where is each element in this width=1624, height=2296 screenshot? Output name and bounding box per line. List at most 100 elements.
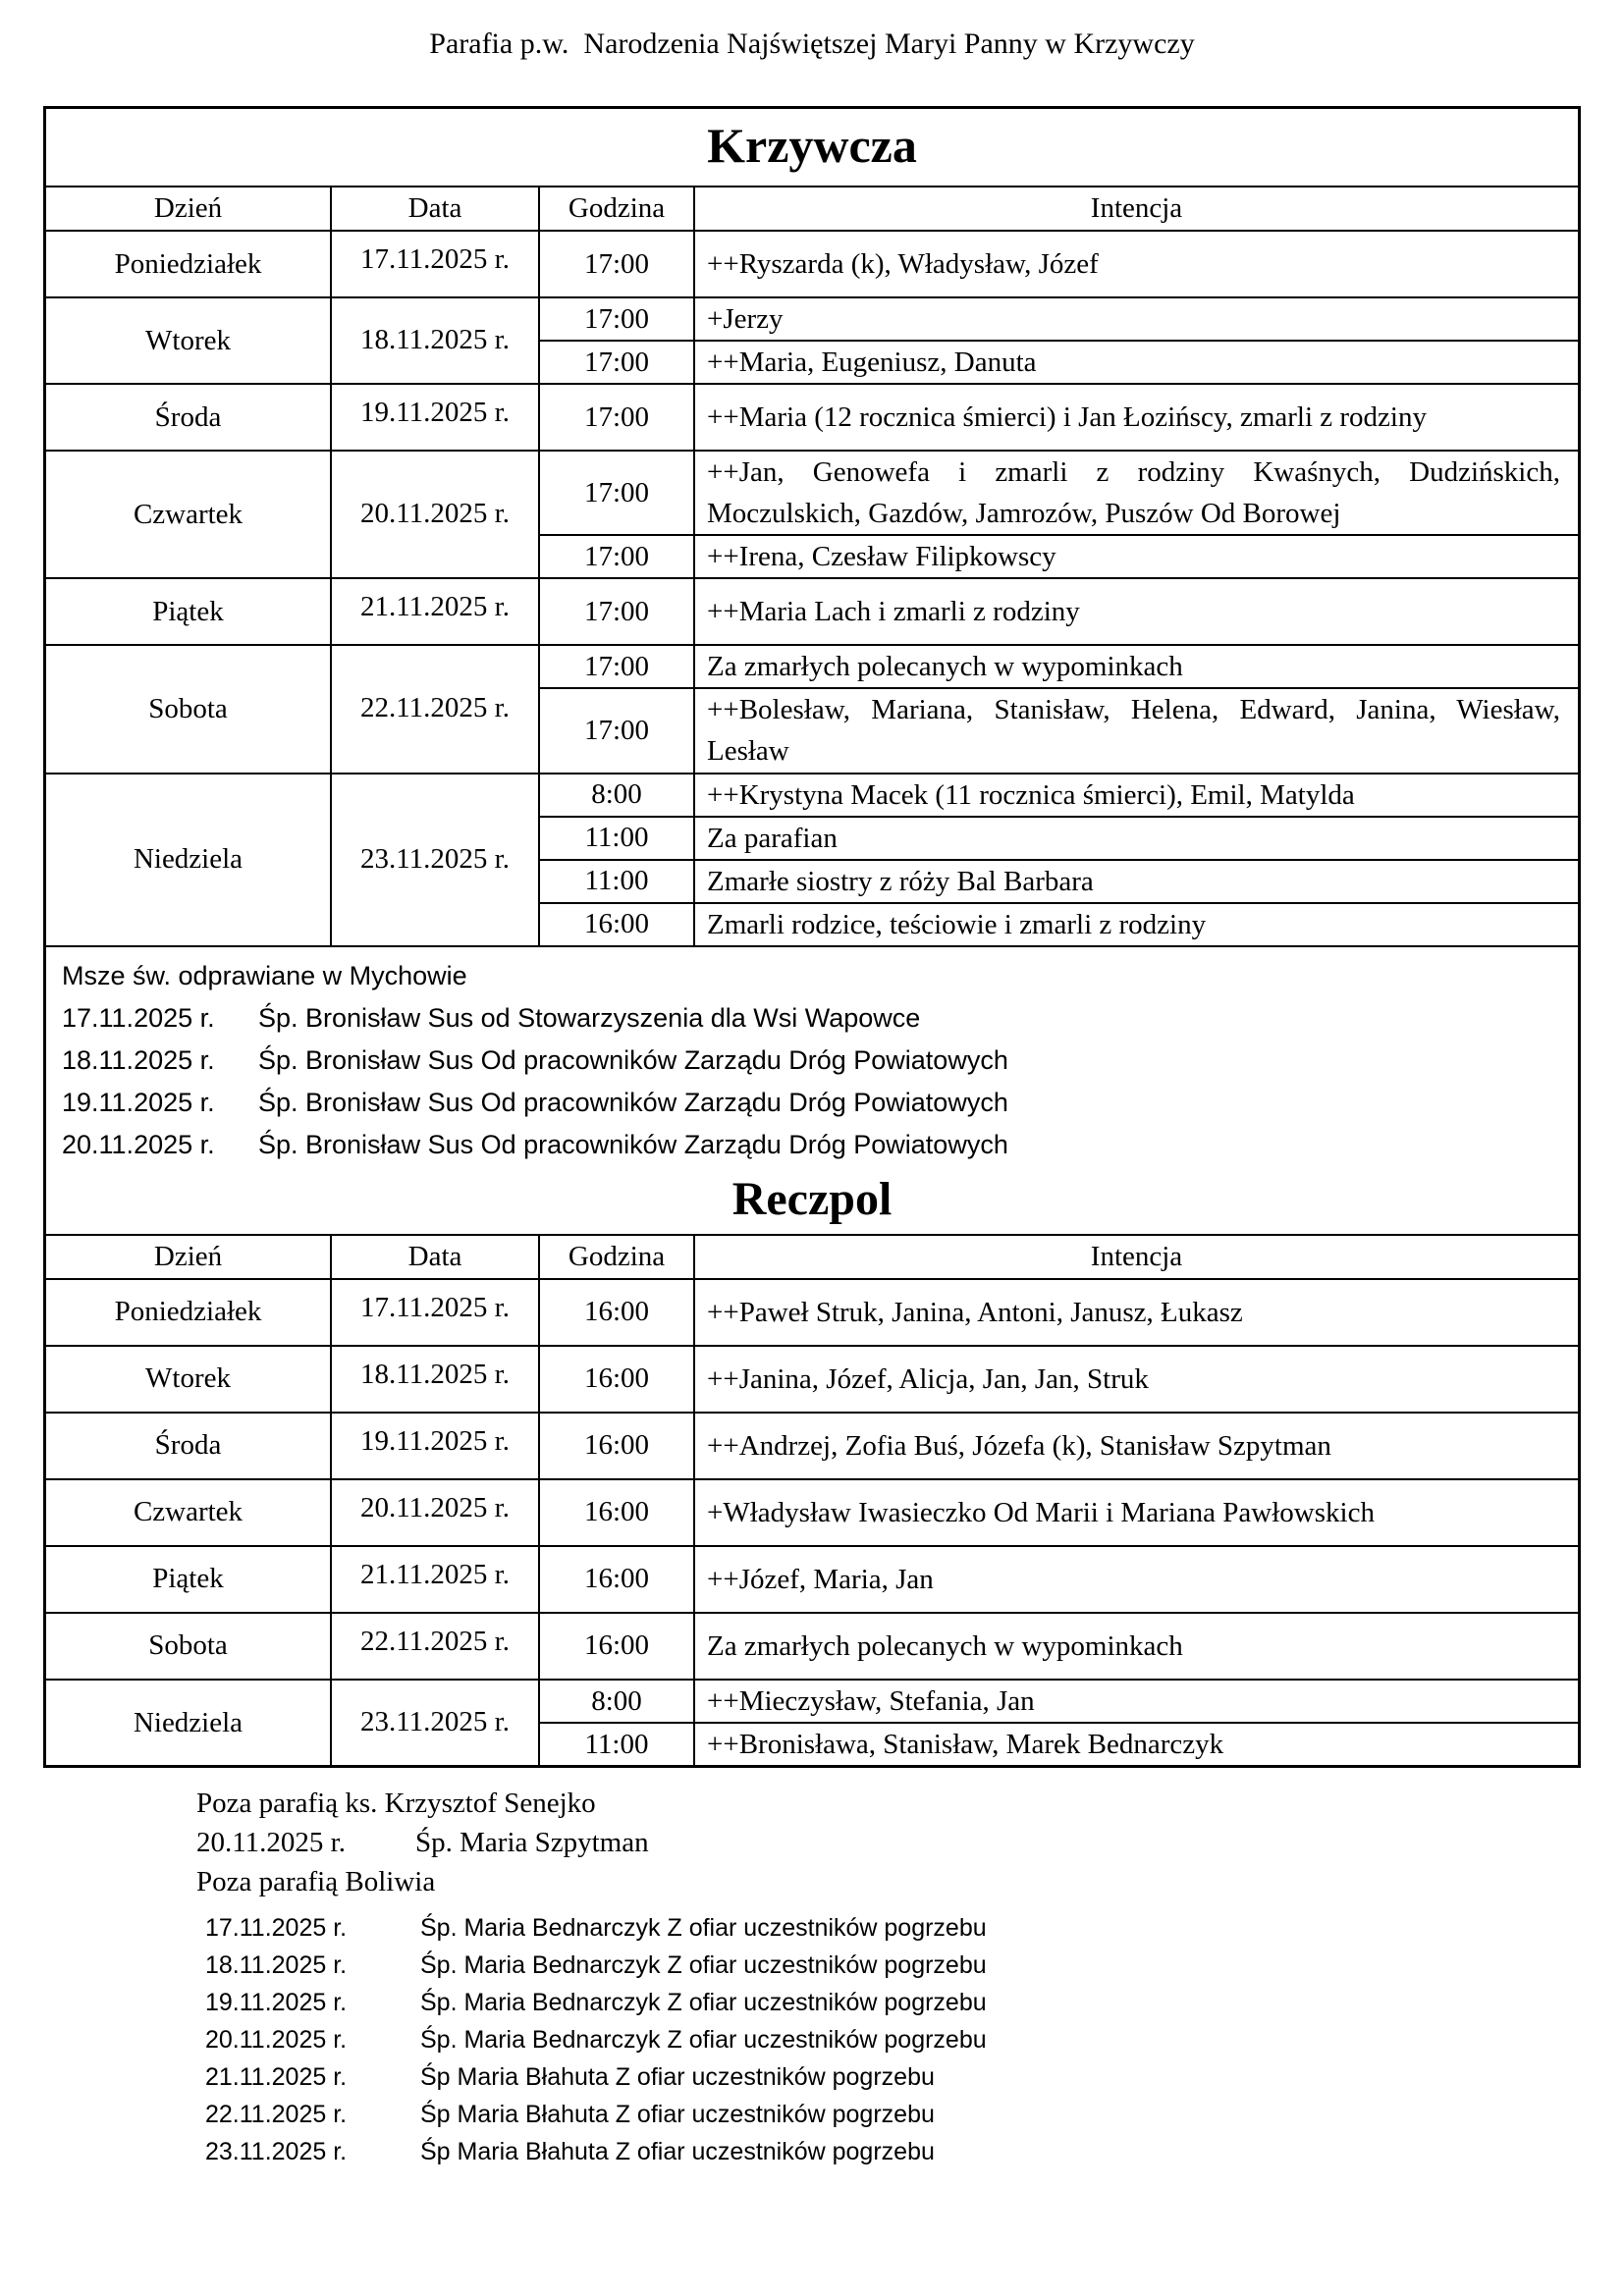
note-date: 20.11.2025 r. — [62, 1129, 215, 1159]
mass-row: 16:00 Zmarli rodzice, teściowie i zmarli … — [46, 901, 1578, 946]
time-cell: 11:00 — [539, 815, 695, 860]
mychow-note-lines: 17.11.2025 r. Śp. Bronisław Sus od Stowar… — [62, 997, 1566, 1166]
away-mass-date: 20.11.2025 r. — [205, 2026, 348, 2055]
schedule-table-reczpol: Reczpol Dzień Data Godzina Intencja Poniedzia… — [46, 1172, 1578, 1766]
mychow-note-line: 19.11.2025 r. Śp. Bronisław Sus Od pracow… — [62, 1082, 1566, 1124]
intention-cell: ++Krystyna Macek (11 rocznica śmierci), … — [694, 772, 1578, 817]
column-header-date: Data — [331, 186, 540, 232]
time-cell: 17:00 — [539, 687, 695, 774]
date-cell: 19.11.2025 r. — [331, 1411, 540, 1479]
intention-cell: ++Maria, Eugeniusz, Danuta — [694, 340, 1578, 385]
time-cell: 17:00 — [539, 383, 695, 452]
away-mass-list: 17.11.2025 r. Śp. Maria Bednarczyk Z ofia… — [0, 1909, 1624, 2170]
mass-row: 11:00 ++Bronisława, Stanisław, Marek Bedn… — [46, 1722, 1578, 1766]
intention-cell: Zmarli rodzice, teściowie i zmarli z rod… — [694, 901, 1578, 946]
mass-row: Czwartek 20.11.2025 r. 16:00 +Władysław Iwa… — [46, 1477, 1578, 1546]
reczpol-table-slot: Reczpol Dzień Data Godzina Intencja Poniedzia… — [46, 1172, 1578, 1766]
day-cell: Środa — [46, 383, 332, 452]
time-cell: 17:00 — [539, 450, 695, 536]
time-cell: 16:00 — [539, 901, 695, 946]
intention-cell: ++Jan, Genowefa i zmarli z rodziny Kwaśn… — [694, 450, 1578, 536]
away-mass-line: 21.11.2025 r. Śp Maria Błahuta Z ofiar uc… — [205, 2058, 1624, 2096]
time-cell: 16:00 — [539, 1344, 695, 1413]
mass-row: Wtorek 18.11.2025 r. 17:00 +Jerzy — [46, 296, 1578, 385]
date-cell: 23.11.2025 r. — [331, 772, 540, 946]
day-cell: Niedziela — [46, 772, 332, 946]
time-cell: 16:00 — [539, 1411, 695, 1479]
date-cell: 21.11.2025 r. — [331, 577, 540, 646]
day-cell: Piątek — [46, 1544, 332, 1613]
mass-row: Środa 19.11.2025 r. 17:00 ++Maria (12 roczn… — [46, 383, 1578, 452]
day-cell: Czwartek — [46, 1477, 332, 1546]
column-header-time: Godzina — [539, 1233, 695, 1280]
day-cell: Sobota — [46, 1611, 332, 1680]
time-cell: 16:00 — [539, 1277, 695, 1346]
day-cell: Sobota — [46, 644, 332, 774]
mass-row: Niedziela 23.11.2025 r. 8:00 ++Krystyna Mac… — [46, 772, 1578, 946]
day-cell: Wtorek — [46, 296, 332, 385]
time-cell: 17:00 — [539, 229, 695, 298]
away-mass-date: 19.11.2025 r. — [205, 1989, 348, 2017]
intention-cell: ++Józef, Maria, Jan — [694, 1544, 1578, 1613]
schedule-frame: Krzywcza Dzień Data Godzina Intencja Poniedzi… — [43, 106, 1581, 1769]
mass-row: Poniedziałek 17.11.2025 r. 16:00 ++Paweł St… — [46, 1277, 1578, 1346]
day-cell: Środa — [46, 1411, 332, 1479]
time-cell: 8:00 — [539, 1678, 695, 1724]
date-cell: 22.11.2025 r. — [331, 644, 540, 774]
intention-cell: ++Paweł Struk, Janina, Antoni, Janusz, Ł… — [694, 1277, 1578, 1346]
away-mass-date: 22.11.2025 r. — [205, 2101, 348, 2129]
intention-cell: ++Bronisława, Stanisław, Marek Bednarczy… — [694, 1722, 1578, 1766]
intention-cell: ++Janina, Józef, Alicja, Jan, Jan, Struk — [694, 1344, 1578, 1413]
day-cell: Niedziela — [46, 1678, 332, 1766]
note-date: 18.11.2025 r. — [62, 1044, 215, 1075]
date-cell: 19.11.2025 r. — [331, 383, 540, 452]
note-date: 19.11.2025 r. — [62, 1087, 215, 1117]
column-header-day: Dzień — [46, 1233, 332, 1280]
day-cell: Poniedziałek — [46, 229, 332, 298]
away-mass-line: 18.11.2025 r. Śp. Maria Bednarczyk Z ofia… — [205, 1947, 1624, 1984]
date-cell: 21.11.2025 r. — [331, 1544, 540, 1613]
day-cell: Poniedziałek — [46, 1277, 332, 1346]
mass-row: Czwartek 20.11.2025 r. 17:00 ++Jan, Genowef… — [46, 450, 1578, 579]
krzywcza-table-slot: Krzywcza Dzień Data Godzina Intencja Poniedzi… — [46, 109, 1578, 947]
away-mass-date: 17.11.2025 r. — [205, 1914, 348, 1943]
time-cell: 16:00 — [539, 1611, 695, 1680]
time-cell: 11:00 — [539, 858, 695, 903]
away-mass-line: 20.11.2025 r. Śp. Maria Bednarczyk Z ofia… — [205, 2021, 1624, 2058]
mass-row: 17:00 ++Maria, Eugeniusz, Danuta — [46, 340, 1578, 385]
away-entry-text: Śp. Maria Szpytman — [415, 1827, 649, 1859]
page-title: Parafia p.w. Narodzenia Najświętszej Mar… — [429, 27, 1195, 60]
day-cell: Wtorek — [46, 1344, 332, 1413]
away-mass-line: 19.11.2025 r. Śp. Maria Bednarczyk Z ofia… — [205, 1984, 1624, 2021]
footer-notes: Poza parafią ks. Krzysztof Senejko 20.11… — [0, 1784, 1624, 2170]
column-header-intention: Intencja — [694, 186, 1578, 232]
note-text: Śp. Bronisław Sus od Stowarzyszenia dla … — [258, 1002, 921, 1033]
intention-cell: Zmarłe siostry z róży Bal Barbara — [694, 858, 1578, 903]
intention-cell: Za parafian — [694, 815, 1578, 860]
day-cell: Czwartek — [46, 450, 332, 579]
away-mass-text: Śp. Maria Bednarczyk Z ofiar uczestników… — [420, 1951, 987, 1980]
intention-cell: ++Maria (12 rocznica śmierci) i Jan Łozi… — [694, 383, 1578, 452]
intention-cell: ++Andrzej, Zofia Buś, Józefa (k), Stanis… — [694, 1411, 1578, 1479]
table-title-row: Reczpol — [46, 1172, 1578, 1235]
column-header-date: Data — [331, 1233, 540, 1280]
table-title-row: Krzywcza — [46, 109, 1578, 187]
date-cell: 17.11.2025 r. — [331, 229, 540, 298]
date-cell: 20.11.2025 r. — [331, 450, 540, 579]
table-title: Reczpol — [731, 1172, 893, 1225]
column-header-row: Dzień Data Godzina Intencja — [46, 186, 1578, 232]
away-mass-date: 21.11.2025 r. — [205, 2063, 348, 2092]
away-mass-text: Śp Maria Błahuta Z ofiar uczestników pog… — [420, 2138, 935, 2166]
intention-cell: Za zmarłych polecanych w wypominkach — [694, 1611, 1578, 1680]
intention-cell: Za zmarłych polecanych w wypominkach — [694, 644, 1578, 689]
mass-row: 11:00 Zmarłe siostry z róży Bal Barbara — [46, 858, 1578, 903]
away-mass-text: Śp Maria Błahuta Z ofiar uczestników pog… — [420, 2063, 935, 2092]
date-cell: 17.11.2025 r. — [331, 1277, 540, 1346]
mass-row: 11:00 Za parafian — [46, 815, 1578, 860]
away-entry-line: 20.11.2025 r. Śp. Maria Szpytman — [196, 1823, 1624, 1862]
time-cell: 8:00 — [539, 772, 695, 817]
date-cell: 18.11.2025 r. — [331, 296, 540, 385]
time-cell: 17:00 — [539, 534, 695, 579]
away-mass-line: 17.11.2025 r. Śp. Maria Bednarczyk Z ofia… — [205, 1909, 1624, 1947]
away-note-bolivia: Poza parafią Boliwia — [196, 1866, 436, 1898]
